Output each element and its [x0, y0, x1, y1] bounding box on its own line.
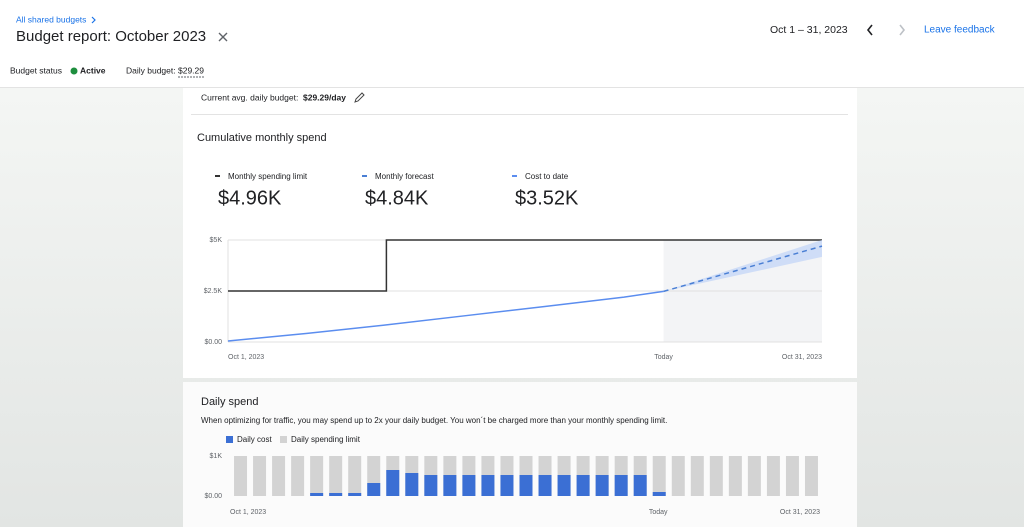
headline-value: $4.84K	[365, 187, 429, 209]
bar	[595, 475, 609, 496]
bar	[424, 475, 438, 496]
forecast-band	[663, 240, 822, 292]
bar	[728, 456, 742, 496]
bar	[234, 456, 248, 496]
status-dot	[70, 67, 78, 75]
bar	[500, 475, 514, 496]
chart-subtitle: When optimizing for traffic, you may spe…	[201, 416, 667, 425]
x-tick-label: Today	[654, 354, 673, 361]
headline-value: $4.96K	[218, 187, 282, 209]
status: Active	[80, 65, 106, 75]
bar	[310, 456, 324, 496]
breadcrumb[interactable]: All shared budgets	[16, 14, 86, 24]
series-line	[227, 290, 664, 342]
bar	[481, 475, 495, 496]
bar	[557, 475, 571, 496]
y-tick-label: $5K	[210, 237, 223, 244]
legend-label: Daily spending limit	[291, 435, 361, 444]
y-tick-label: $1K	[210, 453, 223, 460]
bar	[253, 456, 267, 496]
bar	[272, 456, 286, 496]
bar	[671, 456, 685, 496]
legend-label: Monthly forecast	[375, 172, 434, 181]
x-tick-label: Today	[649, 509, 668, 516]
legend-label: Daily cost	[237, 435, 272, 444]
series-line	[228, 239, 822, 292]
chart-title: Daily spend	[201, 396, 258, 408]
bar	[652, 456, 666, 496]
next-button[interactable]	[899, 24, 906, 36]
bar	[785, 456, 799, 496]
avg-value: $29.29/day	[303, 92, 346, 102]
avg-label: Current avg. daily budget:	[201, 92, 298, 102]
bar	[405, 473, 419, 496]
breadcrumb-chevron	[91, 16, 96, 24]
x-tick-label: Oct 1, 2023	[230, 509, 266, 516]
x-tick-label: Oct 31, 2023	[780, 509, 820, 516]
close-icon[interactable]	[218, 32, 228, 42]
headline-value: $3.52K	[515, 187, 579, 209]
bar	[709, 456, 723, 496]
chart-title: Cumulative monthly spend	[197, 132, 327, 144]
page-title: Budget report: October 2023	[16, 28, 206, 45]
bar	[538, 475, 552, 496]
series-line	[663, 245, 823, 293]
y-tick-label: $0.00	[204, 493, 222, 500]
daily-budget[interactable]: $29.29	[178, 65, 204, 75]
bar	[291, 456, 305, 496]
y-tick-label: $2.5K	[204, 288, 223, 295]
bar	[766, 456, 780, 496]
bar	[329, 493, 343, 496]
legend-swatch	[280, 436, 287, 443]
card-lower	[183, 382, 857, 527]
bar	[348, 456, 362, 496]
edit-icon[interactable]	[354, 92, 365, 103]
bar	[310, 493, 324, 496]
y-tick-label: $0.00	[204, 339, 222, 346]
bar	[614, 475, 628, 496]
bar	[747, 456, 761, 496]
bar	[690, 456, 704, 496]
bar	[348, 493, 362, 496]
daily-budget-label: Daily budget:	[126, 65, 176, 75]
legend-label: Monthly spending limit	[228, 172, 308, 181]
legend-swatch	[226, 436, 233, 443]
bar	[443, 475, 457, 496]
x-tick-label: Oct 31, 2023	[782, 354, 822, 361]
bar	[633, 475, 647, 496]
status-label: Budget status	[10, 65, 62, 75]
bar	[367, 483, 381, 496]
feedback-link[interactable]: Leave feedback	[924, 25, 996, 36]
date-range[interactable]: Oct 1 – 31, 2023	[770, 24, 848, 36]
bar	[462, 475, 476, 496]
bar	[386, 470, 400, 496]
x-tick-label: Oct 1, 2023	[228, 354, 264, 361]
bar	[804, 456, 818, 496]
legend-label: Cost to date	[525, 172, 569, 181]
bar	[329, 456, 343, 496]
bar	[652, 492, 666, 496]
bar	[576, 475, 590, 496]
bar	[519, 475, 533, 496]
header-bar	[0, 0, 1024, 88]
prev-button[interactable]	[866, 24, 873, 36]
